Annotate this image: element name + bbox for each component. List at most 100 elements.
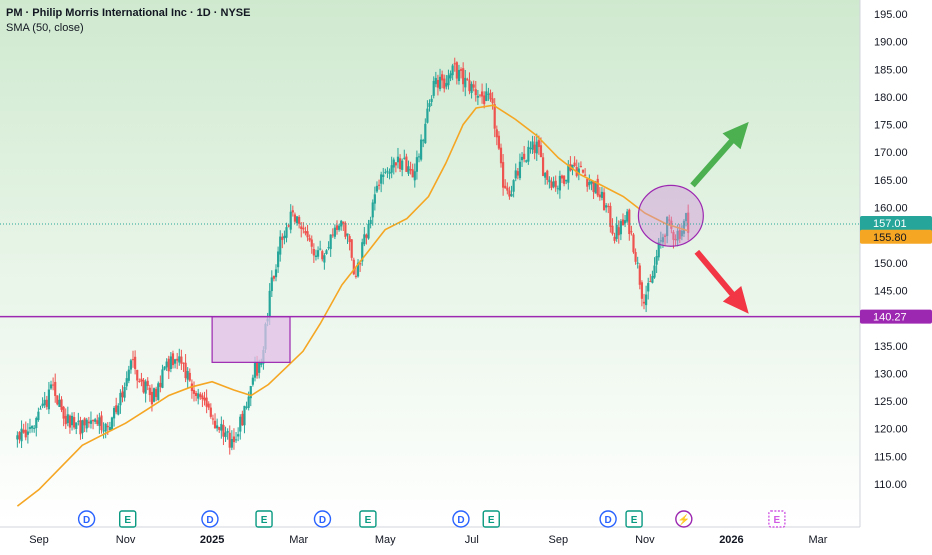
earnings-marker[interactable] xyxy=(119,510,137,528)
x-tick-label: Nov xyxy=(116,534,136,546)
arrow-down-icon[interactable] xyxy=(694,249,749,314)
candle-body xyxy=(302,227,305,230)
candle-body xyxy=(94,419,97,422)
candle-body xyxy=(617,227,620,236)
candle-body xyxy=(100,415,103,431)
candle-body xyxy=(373,194,376,204)
candle-body xyxy=(478,94,482,96)
support-tag[interactable] xyxy=(860,309,932,324)
candle-body xyxy=(535,141,538,154)
candle-body xyxy=(83,418,86,426)
candle-body xyxy=(621,219,625,226)
candle-body xyxy=(546,170,549,180)
candle-body xyxy=(407,166,410,174)
candle-body xyxy=(449,73,452,79)
sma-tag[interactable] xyxy=(860,229,932,244)
candle-body xyxy=(134,356,137,369)
arrow-up-icon[interactable] xyxy=(690,121,749,188)
earnings-marker[interactable] xyxy=(359,510,377,528)
candle-body xyxy=(457,69,461,82)
candle-body xyxy=(199,394,202,397)
candle-body xyxy=(531,141,534,150)
candle-body xyxy=(30,426,34,429)
candle-body xyxy=(659,240,662,242)
candle-body xyxy=(331,234,334,236)
dividend-marker[interactable] xyxy=(201,510,219,528)
y-tick-label: 185.00 xyxy=(874,64,908,76)
y-tick-label: 190.00 xyxy=(874,37,908,49)
candle-body xyxy=(77,420,80,422)
chart-legend: PM · Philip Morris International Inc · 1… xyxy=(6,6,250,36)
y-tick-label: 120.00 xyxy=(874,424,908,436)
y-tick-label: 145.00 xyxy=(874,285,908,297)
candle-body xyxy=(18,432,21,440)
symbol-title[interactable]: PM · Philip Morris International Inc · 1… xyxy=(6,7,251,19)
dividend-marker[interactable] xyxy=(77,510,96,528)
candle-body xyxy=(680,230,683,237)
candle-body xyxy=(52,384,55,386)
split-marker[interactable] xyxy=(675,510,693,528)
earnings-marker[interactable] xyxy=(625,510,643,528)
candle-body xyxy=(516,171,519,176)
candle-body xyxy=(438,76,442,90)
candle-body xyxy=(653,265,656,278)
candle-body xyxy=(188,372,191,381)
earnings-marker-label: E xyxy=(365,515,372,526)
candle-body xyxy=(468,80,471,92)
x-tick-label: Mar xyxy=(809,534,828,546)
candle-body xyxy=(272,275,276,279)
candle-body xyxy=(344,223,347,237)
candle-body xyxy=(115,405,118,413)
dividend-marker[interactable] xyxy=(452,510,470,528)
candle-body xyxy=(638,265,641,285)
candle-body xyxy=(611,225,614,234)
candle-body xyxy=(451,65,454,76)
time-scale[interactable] xyxy=(0,527,932,550)
candle-body xyxy=(600,191,604,198)
candle-body xyxy=(207,403,210,408)
candle-body xyxy=(371,202,374,218)
candle-body xyxy=(590,180,593,184)
earnings-marker[interactable] xyxy=(482,510,500,528)
candle-body xyxy=(552,181,555,187)
candle-body xyxy=(363,234,366,245)
y-tick-label: 170.00 xyxy=(874,147,908,159)
earnings-marker[interactable] xyxy=(255,510,273,528)
dividend-marker[interactable] xyxy=(599,510,617,528)
candle-body xyxy=(155,388,158,398)
candle-body xyxy=(579,165,583,168)
candle-body xyxy=(441,74,444,81)
candle-body xyxy=(640,282,644,299)
candle-body xyxy=(230,438,233,448)
dividend-marker-label: D xyxy=(83,515,90,526)
candle-body xyxy=(131,359,135,361)
candle-body xyxy=(281,236,284,241)
candle-body xyxy=(213,420,217,429)
x-tick-label: Sep xyxy=(29,534,49,546)
candle-body xyxy=(554,180,557,188)
candle-body xyxy=(390,165,393,173)
candle-body xyxy=(359,263,362,265)
candle-body xyxy=(413,171,416,181)
support-value: 140.27 xyxy=(873,312,907,324)
demand-zone-box[interactable] xyxy=(211,316,291,363)
candle-body xyxy=(464,77,467,88)
dividend-marker[interactable] xyxy=(313,510,332,528)
candle-body xyxy=(634,252,637,262)
price-scale[interactable] xyxy=(860,0,932,527)
candle-body xyxy=(495,129,498,138)
highlight-ellipse[interactable] xyxy=(637,184,704,247)
candle-body xyxy=(430,98,433,103)
candle-body xyxy=(392,159,395,168)
indicator-label[interactable]: SMA (50, close) xyxy=(6,22,84,34)
candle-body xyxy=(28,427,32,429)
candle-body xyxy=(243,405,246,426)
dividend-marker-label: D xyxy=(206,515,213,526)
earnings-marker[interactable] xyxy=(768,510,786,528)
candle-body xyxy=(476,95,479,98)
candle-body xyxy=(544,172,547,178)
candle-body xyxy=(323,255,326,263)
candle-body xyxy=(466,79,469,81)
